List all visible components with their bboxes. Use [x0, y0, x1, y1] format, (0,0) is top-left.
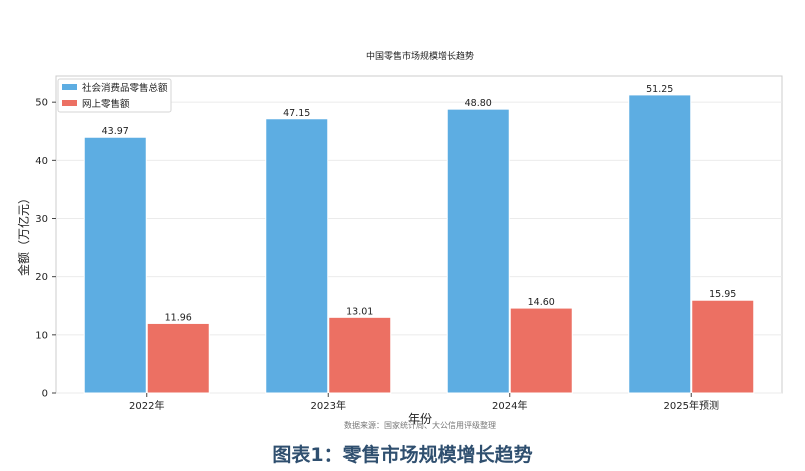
- bar-series-1-3: [691, 299, 755, 394]
- legend-swatch-series-0: [62, 84, 77, 90]
- legend-label-series-0: 社会消费品零售总额: [82, 82, 168, 94]
- data-label-series-0-0: 43.97: [102, 126, 129, 137]
- y-tick-label-4: 40: [35, 156, 48, 167]
- data-labels: 43.97 11.96 47.15 13.01 48.80 14.60 51.25 15.95: [102, 84, 737, 324]
- legend-frame: [57, 78, 172, 113]
- y-tick-label-1: 10: [35, 330, 48, 341]
- data-label-series-1-1: 13.01: [346, 306, 373, 317]
- bar-series-0-2: [446, 108, 510, 394]
- bar-series-0-3: [628, 94, 692, 394]
- x-axis-ticks: 2022年 2023年 2024年 2025年预测: [129, 393, 719, 412]
- bar-series-0-1: [265, 118, 329, 394]
- bar-series-1-0: [146, 322, 210, 394]
- data-label-series-0-2: 48.80: [465, 98, 492, 109]
- x-axis-label: 年份: [408, 412, 432, 426]
- data-label-series-1-3: 15.95: [709, 289, 736, 300]
- bars: [83, 94, 755, 394]
- figure-caption: 图表1：零售市场规模增长趋势: [272, 444, 533, 466]
- y-tick-label-2: 20: [35, 272, 48, 283]
- legend-swatch-series-1: [62, 100, 77, 106]
- data-label-series-1-2: 14.60: [528, 297, 555, 308]
- y-axis-ticks: 0 10 20 30 40 50: [35, 98, 56, 400]
- x-tick-label-3: 2025年预测: [664, 399, 719, 412]
- y-tick-label-5: 50: [35, 98, 48, 109]
- chart-title: 中国零售市场规模增长趋势: [366, 50, 474, 62]
- data-label-series-0-3: 51.25: [646, 84, 673, 95]
- x-tick-label-1: 2023年: [311, 399, 346, 412]
- data-label-series-1-0: 11.96: [165, 312, 192, 323]
- chart: 中国零售市场规模增长趋势 43.97 11.96 47.15 13.01 48.80 14…: [16, 50, 783, 430]
- y-tick-label-0: 0: [42, 389, 48, 400]
- bar-series-1-1: [328, 316, 392, 394]
- source-note: 数据来源：国家统计局、大公信用评级整理: [344, 420, 496, 430]
- bar-series-1-2: [509, 307, 573, 394]
- legend: 社会消费品零售总额 网上零售额: [57, 78, 172, 113]
- bar-series-0-0: [83, 136, 147, 394]
- data-label-series-0-1: 47.15: [283, 108, 310, 119]
- legend-label-series-1: 网上零售额: [82, 98, 130, 110]
- y-tick-label-3: 30: [35, 214, 48, 225]
- x-tick-label-2: 2024年: [492, 399, 527, 412]
- y-axis-label: 金额（万亿元）: [16, 192, 31, 276]
- x-tick-label-0: 2022年: [129, 399, 164, 412]
